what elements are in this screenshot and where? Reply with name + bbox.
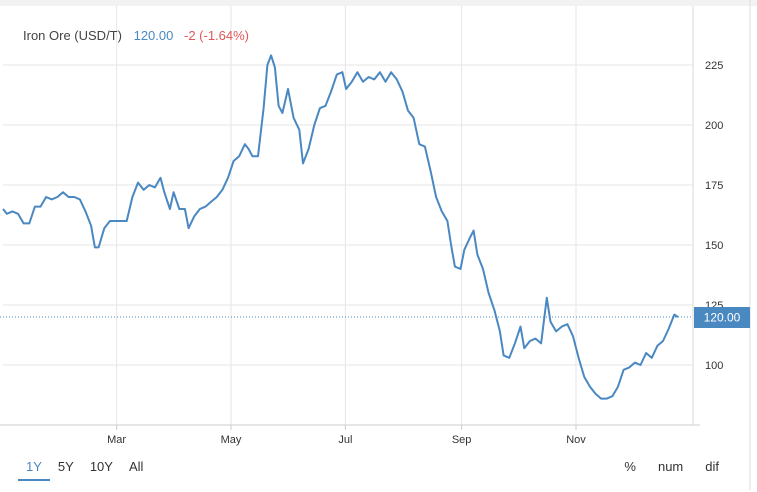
last-value-tag-label: 120.00 [704, 311, 741, 325]
tag-layer: 120.00 [694, 307, 750, 328]
view-tab-percent[interactable]: % [624, 459, 636, 474]
range-tab-10y[interactable]: 10Y [89, 459, 113, 474]
grid-layer [3, 6, 693, 425]
x-tick-label-sep: Sep [452, 434, 472, 446]
range-tab-1y[interactable]: 1Y [18, 456, 50, 481]
y-tick-label-175: 175 [705, 180, 723, 192]
y-tick-label-100: 100 [705, 360, 723, 372]
x-tick-label-jul: Jul [338, 434, 352, 446]
series-layer [0, 54, 693, 400]
range-tabs: 1Y 5Y 10Y All [18, 456, 151, 484]
y-tick-label-150: 150 [705, 240, 723, 252]
chart-legend: Iron Ore (USD/T) 120.00 -2 (-1.64%) [23, 28, 249, 43]
view-tabs: % num dif [602, 456, 719, 474]
x-tick-label-nov: Nov [566, 434, 586, 446]
y-tick-label-225: 225 [705, 60, 723, 72]
top-strip [0, 0, 757, 6]
range-tab-5y[interactable]: 5Y [57, 459, 74, 474]
view-tab-num[interactable]: num [657, 459, 684, 474]
legend-change: -2 (-1.64%) [183, 28, 250, 43]
x-tick-label-mar: Mar [107, 434, 126, 446]
legend-price: 120.00 [133, 28, 174, 43]
series-line-iron-ore [2, 54, 679, 400]
range-tab-all[interactable]: All [128, 459, 144, 474]
last-value-tag [694, 307, 750, 328]
view-tab-dif[interactable]: dif [705, 459, 719, 474]
x-tick-label-may: May [221, 434, 242, 446]
y-tick-label-200: 200 [705, 120, 723, 132]
legend-name: Iron Ore (USD/T) [23, 28, 122, 43]
